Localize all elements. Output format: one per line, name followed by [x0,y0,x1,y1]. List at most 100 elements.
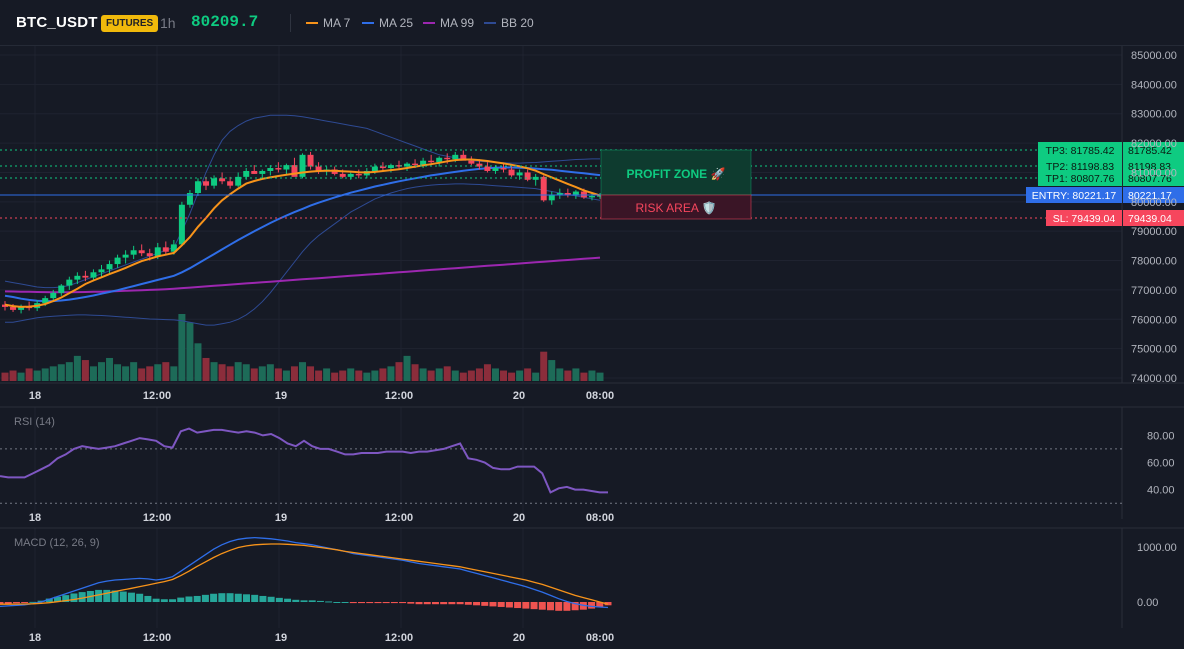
candle-body-1 [10,306,17,310]
price-tick-9: 76000.00 [1131,314,1177,326]
macd-axis[interactable]: 1000.00 0.00 [1137,542,1177,609]
volume-bar-5 [41,368,49,381]
candle-body-33 [267,168,274,171]
volume-bar-51 [411,364,419,381]
symbol-label[interactable]: BTC_USDT [16,14,98,31]
time-axis-rsi[interactable]: 18 12:00 19 12:00 20 08:00 [29,512,614,524]
profit-zone-box [600,149,752,196]
macd-hist-bar-50 [407,602,415,604]
price-axis[interactable]: 85000.00 84000.00 83000.00 82000.00 81000.00… [1131,50,1177,385]
price-pane[interactable] [0,46,1184,383]
candle-body-51 [412,163,419,166]
volume-bar-22 [178,314,186,381]
volume-bar-49 [395,362,403,381]
macd-hist-bar-44 [358,602,366,604]
header-divider [290,14,291,32]
macd-hist-bar-53 [431,602,439,605]
candle-body-71 [572,191,579,195]
macd-hist-bar-65 [530,602,538,610]
time-label-2-1: 12:00 [143,512,171,524]
volume-bar-44 [355,370,363,381]
volume-bar-67 [540,351,548,381]
rsi-tick-1: 60.00 [1147,458,1175,470]
price-tick-11: 74000.00 [1131,373,1177,385]
volume-bar-41 [331,372,339,381]
candle-body-10 [82,275,89,278]
rsi-pane[interactable] [0,407,1184,519]
price-tick-8: 77000.00 [1131,285,1177,297]
macd-title: MACD (12, 26, 9) [14,537,100,549]
macd-hist-bar-51 [415,602,423,605]
volume-bar-70 [564,370,572,381]
volume-bar-69 [556,368,564,381]
volume-bar-73 [588,370,596,381]
chart-header: BTC_USDT FUTURES 1h 80209.7 MA 7 MA 25 M… [0,0,1184,46]
legend-ma25[interactable]: MA 25 [362,16,413,30]
macd-hist-bar-46 [374,602,382,604]
macd-hist-bar-67 [546,602,554,611]
volume-bar-26 [210,362,218,381]
volume-bar-61 [491,368,499,381]
macd-hist-bar-28 [226,593,234,602]
macd-hist-bar-2 [12,602,20,604]
macd-hist-bar-26 [210,593,218,602]
timeframe-label[interactable]: 1h [160,15,176,31]
candle-body-41 [331,169,338,174]
last-price: 80209.7 [191,13,259,31]
volume-bar-63 [508,372,516,381]
macd-hist-bar-10 [78,592,86,602]
tp3-tag-label: TP3: 81785.42 [1046,145,1115,157]
candle-body-58 [468,160,475,164]
candle-body-16 [130,250,137,255]
candle-body-43 [347,173,354,177]
ma7-swatch [306,21,318,24]
macd-hist-bar-37 [300,600,308,602]
volume-bar-25 [202,357,210,381]
rsi-tick-2: 40.00 [1147,485,1175,497]
volume-bar-28 [226,366,234,381]
volume-bar-32 [258,366,266,381]
bb-lower-line [5,183,601,326]
macd-pane[interactable] [0,528,1184,628]
ma99-line [4,256,601,294]
rsi-tick-0: 80.00 [1147,430,1175,442]
volume-bar-37 [299,362,306,381]
candle-body-56 [452,154,459,160]
candle-body-19 [154,247,161,257]
candle-body-28 [227,181,234,186]
candle-body-24 [194,181,201,194]
time-axis-macd[interactable]: 18 12:00 19 12:00 20 08:00 [29,632,614,644]
volume-bar-15 [122,366,130,381]
volume-bar-50 [403,355,411,381]
candle-body-7 [58,285,65,293]
candle-body-22 [178,204,185,245]
macd-hist-bar-15 [119,591,127,602]
time-axis-price[interactable]: 18 12:00 19 12:00 20 08:00 [29,390,614,402]
time-label-3-3: 12:00 [385,632,413,644]
candle-body-29 [235,176,242,186]
time-label-1-4: 20 [513,390,525,402]
profit-zone[interactable]: PROFIT ZONE 🚀 [600,149,752,196]
volume-bar-31 [250,368,258,381]
time-label-3-4: 20 [513,632,525,644]
legend-bb20[interactable]: BB 20 [484,16,534,30]
risk-area[interactable]: RISK AREA 🛡️ [600,194,752,220]
macd-hist-bar-57 [464,602,472,605]
volume-bar-52 [419,368,427,381]
candle-body-44 [355,173,362,176]
macd-hist-bar-33 [267,596,275,602]
macd-tick-1: 0.00 [1137,597,1158,609]
legend-ma7[interactable]: MA 7 [306,16,350,30]
rsi-axis[interactable]: 80.00 60.00 40.00 [1147,430,1175,496]
macd-hist-bar-41 [333,602,341,603]
macd-series [0,536,612,611]
volume-bar-20 [162,362,170,381]
candle-body-15 [122,254,129,258]
macd-hist-bar-1 [4,602,12,604]
candle-body-26 [211,178,218,186]
legend-ma99[interactable]: MA 99 [423,16,474,30]
volume-bar-17 [138,368,146,381]
tp3-axis-label: 81785.42 [1128,145,1172,157]
